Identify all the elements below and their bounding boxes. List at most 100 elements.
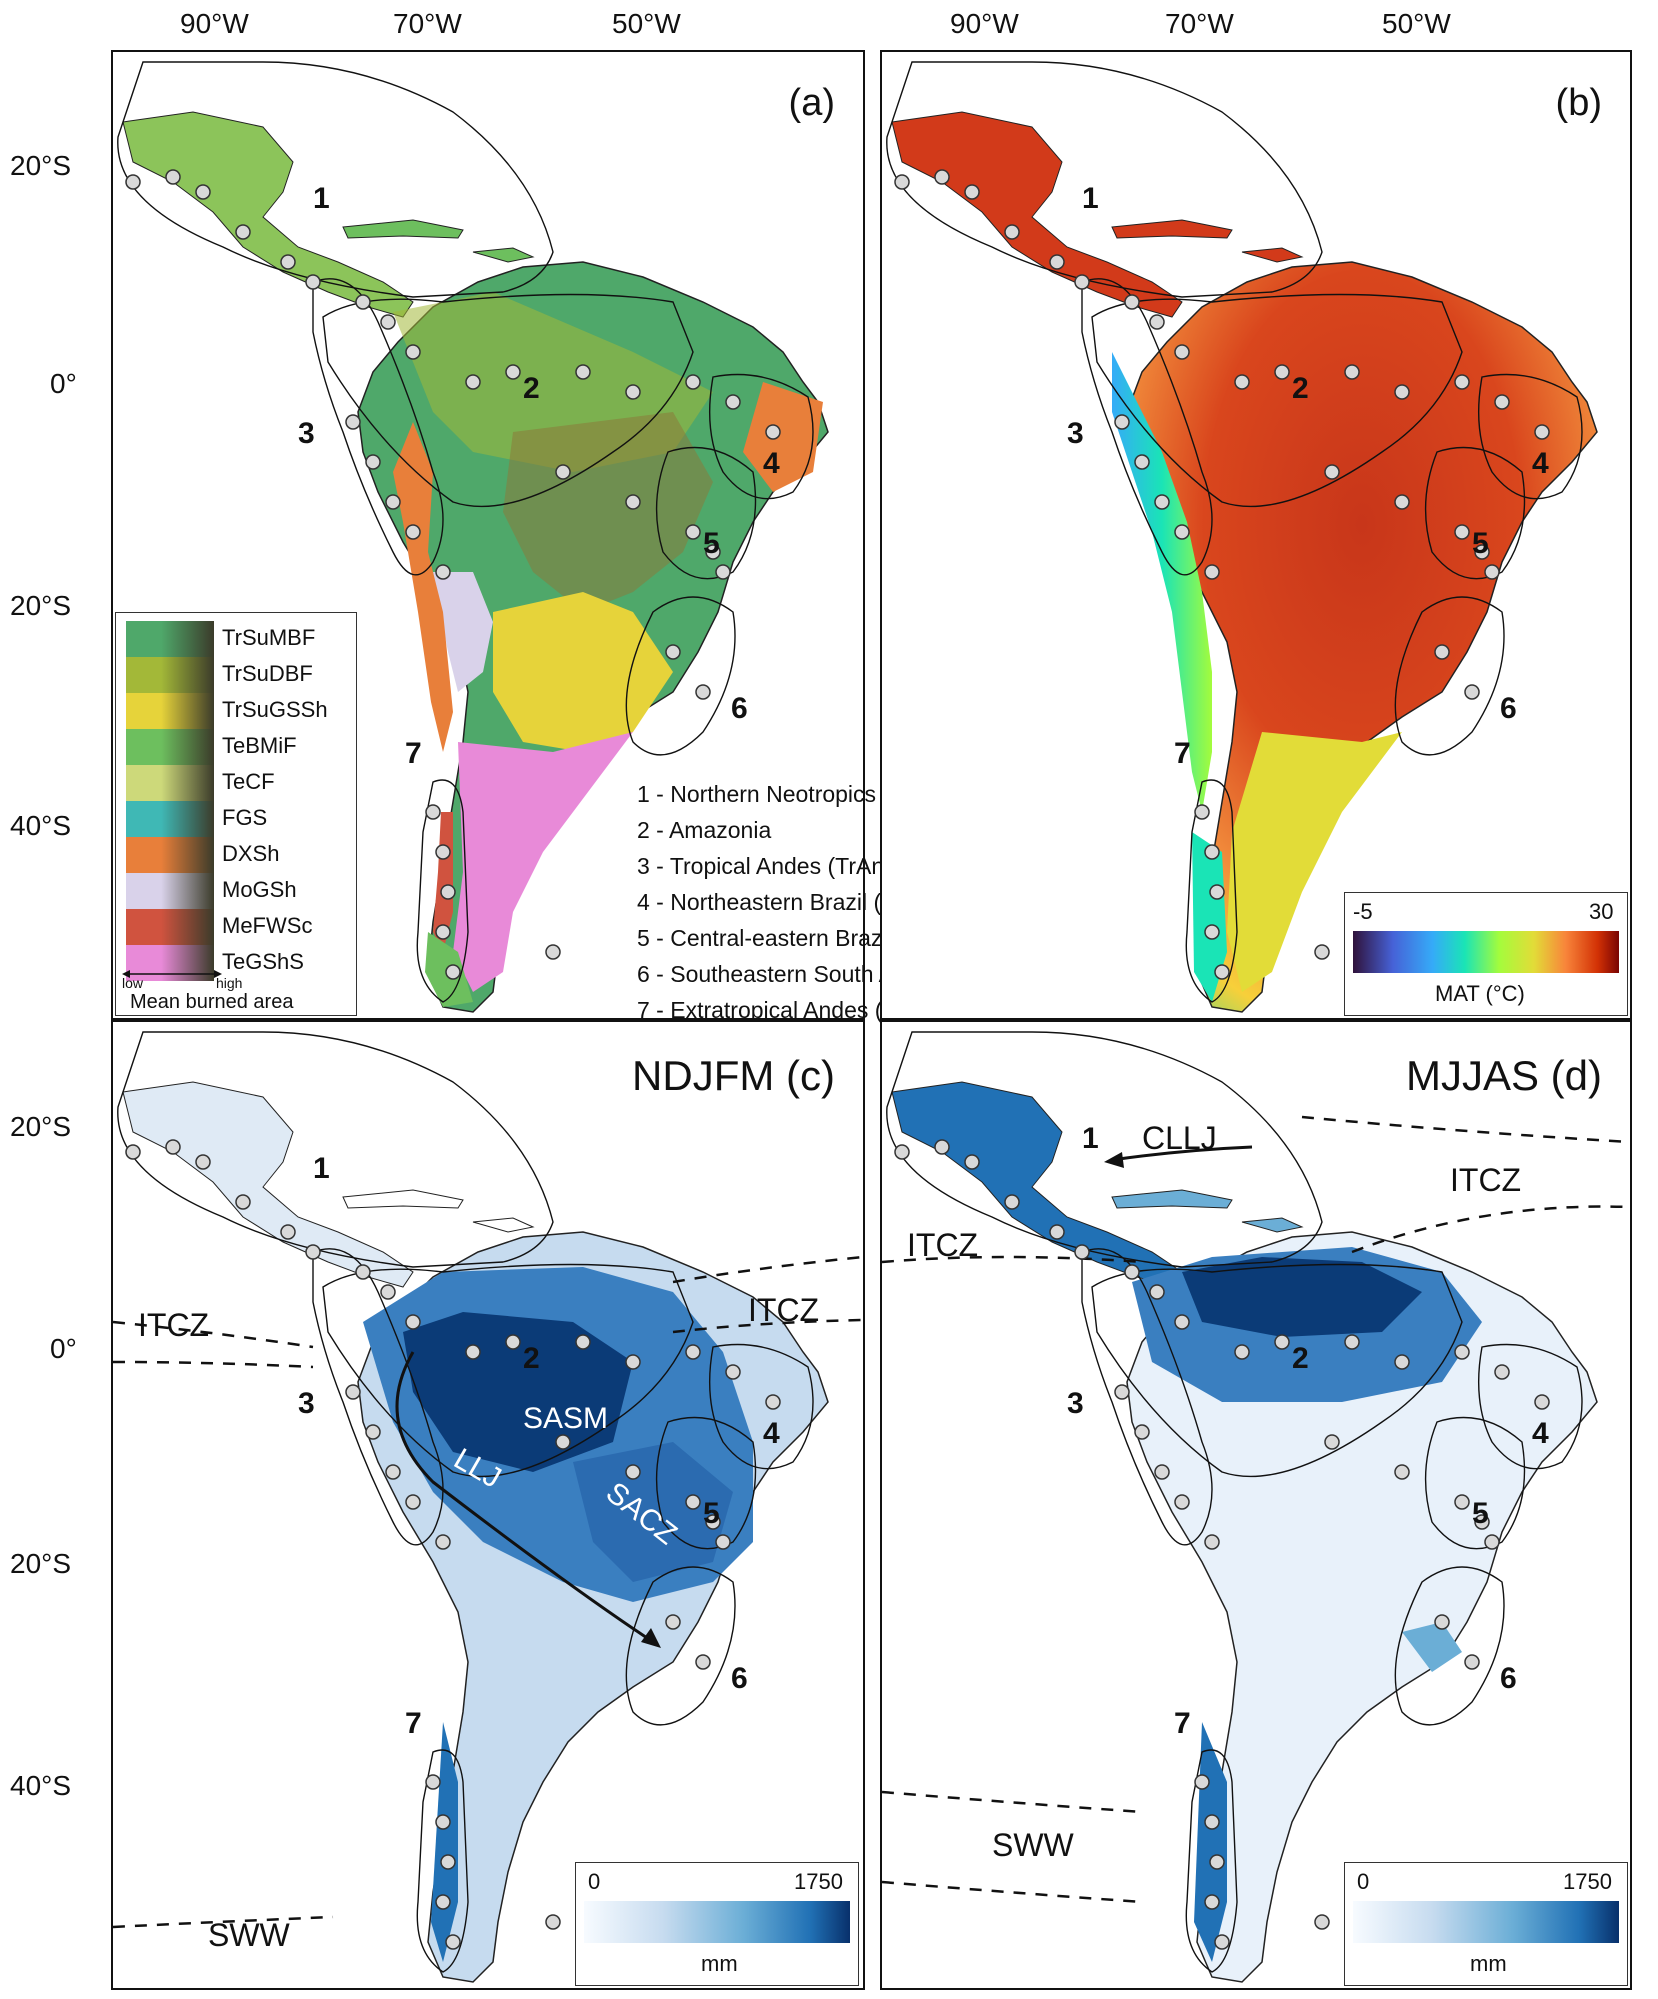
region-6-c: 6 [731, 1662, 748, 1695]
map-d [882, 1031, 1630, 1983]
cllj-arrow [1111, 1145, 1253, 1162]
legend-caption: Mean burned area [130, 991, 294, 1013]
region-7-a: 7 [405, 737, 422, 770]
region-3-c: 3 [298, 1387, 315, 1420]
precip-colorbar-c: 0 1750 mm [575, 1862, 859, 1986]
itcz-west-d: ITCZ [907, 1227, 979, 1263]
region-6-a: 6 [731, 692, 748, 725]
panel-d-mjjas: MJJAS (d) 1 2 3 4 5 6 7 CLLJ ITCZ ITCZ S… [880, 1020, 1632, 1990]
llj-arrowhead-icon [641, 1628, 661, 1648]
sites-b [894, 169, 1550, 980]
region-2-b: 2 [1292, 372, 1309, 405]
lat-tick-20s-upper: 20°S [10, 590, 72, 621]
region-outlines-c [117, 1031, 814, 1973]
sww-label-c: SWW [208, 1917, 290, 1953]
region-outlines-d [886, 1031, 1583, 1973]
lon-tick-90w-a: 90°W [180, 8, 249, 39]
region-outlines-b [886, 61, 1583, 1003]
cllj-arrowhead-icon [1104, 1152, 1124, 1168]
region-list-item-2: 2 - Amazonia [637, 817, 772, 843]
region-outlines-a [117, 61, 814, 1003]
region-4-b: 4 [1532, 447, 1549, 480]
legend-high: high [216, 975, 243, 991]
itcz-east-c: ITCZ [748, 1292, 820, 1328]
mat-title: MAT (°C) [1435, 981, 1525, 1006]
region-5-b: 5 [1472, 527, 1489, 560]
lat-tick-0-upper: 0° [50, 368, 77, 399]
itcz-lines-c [113, 1255, 863, 1929]
region-4-a: 4 [763, 447, 780, 480]
map-a [117, 61, 829, 1013]
lat-tick-40s-lower: 40°S [10, 1770, 72, 1801]
region-3-d: 3 [1067, 1387, 1084, 1420]
legend-label-2: TrSuGSSh [222, 697, 328, 722]
region-6-b: 6 [1500, 692, 1517, 725]
legend-label-5: FGS [222, 805, 268, 830]
legend-swatch-8 [126, 909, 214, 945]
lon-tick-70w-a: 70°W [393, 8, 462, 39]
mat-colorbar-gradient [1353, 931, 1619, 973]
sww-label-d: SWW [992, 1827, 1074, 1863]
panel-c-label: NDJFM (c) [632, 1052, 835, 1099]
region-2-a: 2 [523, 372, 540, 405]
sites-c [125, 1139, 781, 1950]
panel-a-label: (a) [788, 82, 835, 124]
region-7-b: 7 [1174, 737, 1191, 770]
legend-label-6: DXSh [222, 841, 280, 866]
region-3-b: 3 [1067, 417, 1084, 450]
legend-label-1: TrSuDBF [222, 661, 313, 686]
precip-d-max: 1750 [1563, 1869, 1612, 1894]
legend-swatch-4 [126, 765, 214, 801]
region-4-d: 4 [1532, 1417, 1549, 1450]
precip-d-gradient [1353, 1901, 1619, 1943]
lon-tick-90w-b: 90°W [950, 8, 1019, 39]
legend-label-7: MoGSh [222, 877, 297, 902]
precip-c-min: 0 [588, 1869, 601, 1894]
itcz-lines-d [882, 1115, 1630, 1904]
region-5-a: 5 [703, 527, 720, 560]
map-c [113, 1031, 863, 1983]
legend-swatch-5 [126, 801, 214, 837]
legend-swatch-3 [126, 729, 214, 765]
lat-tick-0-lower: 0° [50, 1333, 77, 1364]
panel-b-label: (b) [1555, 82, 1602, 124]
precip-d-unit: mm [1470, 1951, 1507, 1976]
mat-max: 30 [1589, 899, 1614, 924]
legend-label-0: TrSuMBF [222, 625, 316, 650]
region-2-d: 2 [1292, 1342, 1309, 1375]
legend-label-9: TeGShS [222, 949, 304, 974]
precip-d-min: 0 [1357, 1869, 1370, 1894]
region-1-a: 1 [313, 182, 330, 215]
sasm-label: SASM [523, 1402, 609, 1435]
legend-swatch-6 [126, 837, 214, 873]
region-3-a: 3 [298, 417, 315, 450]
mat-min: -5 [1353, 899, 1373, 924]
region-7-c: 7 [405, 1707, 422, 1740]
precip-c-gradient [584, 1901, 850, 1943]
region-1-b: 1 [1082, 182, 1099, 215]
legend-swatch-7 [126, 873, 214, 909]
region-7-d: 7 [1174, 1707, 1191, 1740]
lon-tick-70w-b: 70°W [1165, 8, 1234, 39]
region-5-d: 5 [1472, 1497, 1489, 1530]
map-b [886, 61, 1598, 1013]
legend-low: low [122, 975, 144, 991]
legend-arrow-icon [122, 970, 222, 978]
region-list-item-3: 3 - Tropical Andes (TrAn) [637, 853, 892, 879]
panel-d-label: MJJAS (d) [1405, 1052, 1602, 1099]
panel-a-landcover: (a) 1 2 3 4 5 6 7 TrSuMBF TrSuDBF TrSuGS… [111, 50, 865, 1020]
legend-swatch-0 [126, 621, 214, 657]
legend-swatch-9 [126, 945, 214, 981]
lat-tick-40s-upper: 40°S [10, 810, 72, 841]
landcover-legend: TrSuMBF TrSuDBF TrSuGSSh TeBMiF TeCF FGS… [115, 612, 357, 1016]
lat-tick-20n-lower: 20°S [10, 1111, 72, 1142]
region-5-c: 5 [703, 1497, 720, 1530]
precip-colorbar-d: 0 1750 mm [1344, 1862, 1628, 1986]
llj-arrow [395, 1351, 654, 1644]
region-4-c: 4 [763, 1417, 780, 1450]
legend-label-8: MeFWSc [222, 913, 313, 938]
itcz-west-c: ITCZ [138, 1307, 210, 1343]
panel-b-mat: (b) 1 2 3 4 5 6 7 -5 30 MAT (°C) [880, 50, 1632, 1020]
sites-a [125, 169, 781, 980]
legend-swatch-2 [126, 693, 214, 729]
